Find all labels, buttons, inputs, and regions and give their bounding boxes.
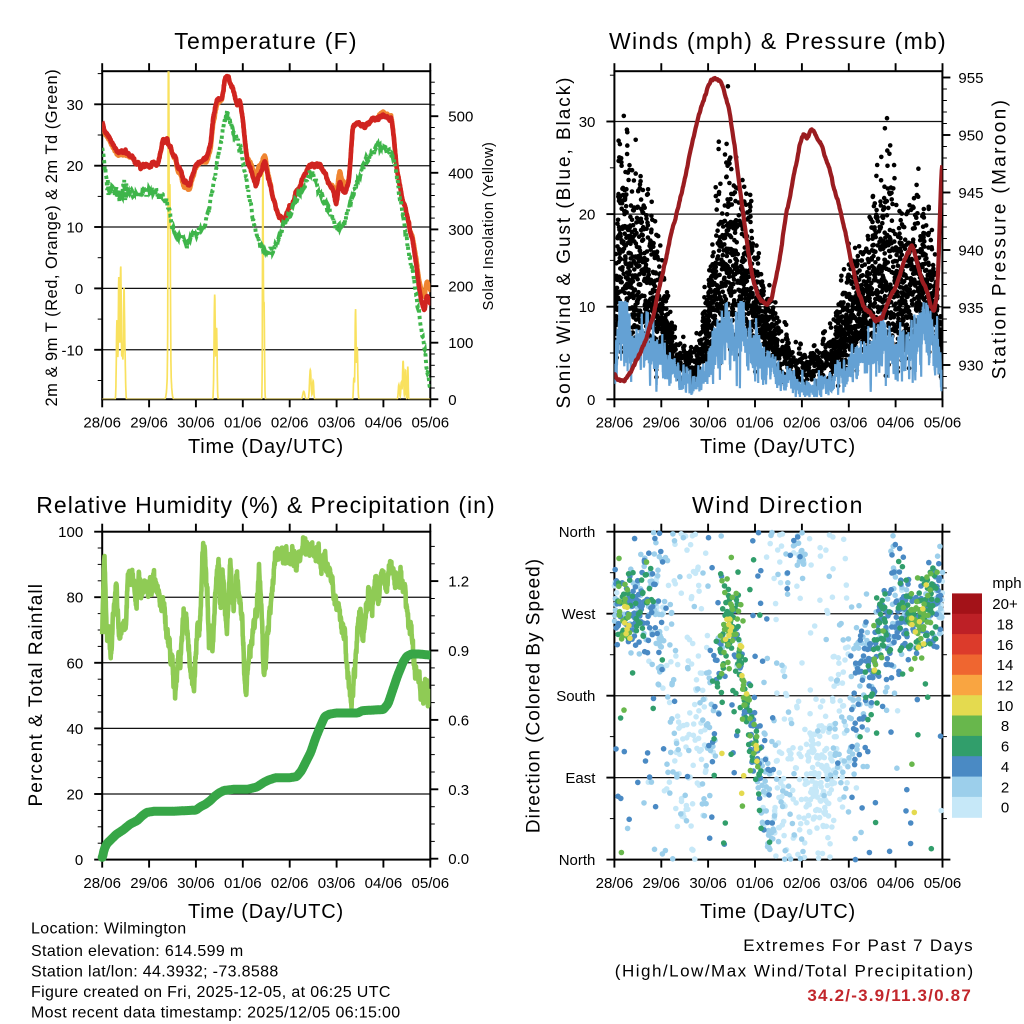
svg-text:40: 40 <box>67 721 84 738</box>
svg-text:Time (Day/UTC): Time (Day/UTC) <box>188 901 344 923</box>
svg-text:Time (Day/UTC): Time (Day/UTC) <box>188 436 344 458</box>
svg-text:29/06: 29/06 <box>130 875 168 892</box>
svg-text:935: 935 <box>958 300 983 317</box>
svg-text:South: South <box>556 688 595 705</box>
svg-text:04/06: 04/06 <box>365 415 403 432</box>
svg-text:03/06: 03/06 <box>318 875 356 892</box>
svg-text:945: 945 <box>958 185 983 202</box>
svg-text:East: East <box>565 770 596 787</box>
svg-text:03/06: 03/06 <box>830 415 868 432</box>
svg-text:0.6: 0.6 <box>448 712 469 729</box>
svg-text:940: 940 <box>958 243 983 260</box>
svg-text:29/06: 29/06 <box>130 415 168 432</box>
svg-text:Time (Day/UTC): Time (Day/UTC) <box>700 436 856 458</box>
svg-text:02/06: 02/06 <box>783 875 821 892</box>
svg-text:20: 20 <box>67 787 84 804</box>
svg-text:30: 30 <box>67 97 84 114</box>
svg-text:0: 0 <box>75 281 83 298</box>
svg-text:30/06: 30/06 <box>689 415 727 432</box>
svg-text:500: 500 <box>448 109 473 126</box>
svg-text:North: North <box>559 852 596 869</box>
svg-text:0: 0 <box>75 852 83 869</box>
svg-text:955: 955 <box>958 70 983 87</box>
svg-text:30: 30 <box>579 114 596 131</box>
svg-text:400: 400 <box>448 165 473 182</box>
svg-text:05/06: 05/06 <box>924 415 962 432</box>
svg-text:0: 0 <box>448 392 456 409</box>
svg-text:30/06: 30/06 <box>177 875 215 892</box>
svg-text:Figure created on Fri, 2025-12: Figure created on Fri, 2025-12-05, at 06… <box>31 984 391 1001</box>
svg-text:Temperature (F): Temperature (F) <box>174 28 358 54</box>
svg-text:930: 930 <box>958 358 983 375</box>
svg-text:Location: Wilmington: Location: Wilmington <box>31 920 187 937</box>
svg-text:04/06: 04/06 <box>877 875 915 892</box>
svg-text:01/06: 01/06 <box>224 415 262 432</box>
svg-text:Station lat/lon: 44.3932; -73.: Station lat/lon: 44.3932; -73.8588 <box>31 963 279 980</box>
svg-text:Winds (mph) & Pressure (mb): Winds (mph) & Pressure (mb) <box>609 28 947 54</box>
svg-text:03/06: 03/06 <box>318 415 356 432</box>
svg-text:Relative Humidity (%) & Precip: Relative Humidity (%) & Precipitation (i… <box>36 492 496 518</box>
svg-text:28/06: 28/06 <box>596 415 634 432</box>
svg-text:20: 20 <box>579 207 596 224</box>
svg-text:02/06: 02/06 <box>271 875 309 892</box>
svg-text:01/06: 01/06 <box>736 415 774 432</box>
svg-text:04/06: 04/06 <box>877 415 915 432</box>
svg-text:28/06: 28/06 <box>596 875 634 892</box>
svg-text:29/06: 29/06 <box>642 415 680 432</box>
svg-text:10: 10 <box>579 299 596 316</box>
svg-text:100: 100 <box>448 335 473 352</box>
svg-text:05/06: 05/06 <box>924 875 962 892</box>
svg-text:28/06: 28/06 <box>83 875 121 892</box>
svg-text:100: 100 <box>58 524 83 541</box>
svg-text:Percent & Total Rainfall: Percent & Total Rainfall <box>26 583 47 807</box>
svg-text:Solar Insolation (Yellow): Solar Insolation (Yellow) <box>481 142 497 311</box>
svg-text:-10: -10 <box>62 342 84 359</box>
svg-text:1.2: 1.2 <box>448 574 469 591</box>
svg-text:80: 80 <box>67 590 84 607</box>
svg-text:20: 20 <box>67 158 84 175</box>
svg-text:0.3: 0.3 <box>448 782 469 799</box>
svg-text:200: 200 <box>448 279 473 296</box>
svg-text:05/06: 05/06 <box>412 415 450 432</box>
svg-text:01/06: 01/06 <box>736 875 774 892</box>
svg-text:30/06: 30/06 <box>177 415 215 432</box>
svg-text:300: 300 <box>448 222 473 239</box>
svg-text:28/06: 28/06 <box>83 415 121 432</box>
svg-text:30/06: 30/06 <box>689 875 727 892</box>
svg-text:0: 0 <box>587 392 595 409</box>
svg-text:950: 950 <box>958 128 983 145</box>
svg-text:2m & 9m T (Red, Orange) & 2m T: 2m & 9m T (Red, Orange) & 2m Td (Green) <box>43 69 61 407</box>
svg-text:West: West <box>561 606 596 623</box>
svg-text:Station elevation: 614.599 m: Station elevation: 614.599 m <box>31 943 244 960</box>
svg-text:Time (Day/UTC): Time (Day/UTC) <box>700 901 856 923</box>
svg-text:29/06: 29/06 <box>642 875 680 892</box>
svg-text:North: North <box>559 524 596 541</box>
svg-text:Direction (Colored By Speed): Direction (Colored By Speed) <box>524 558 545 833</box>
svg-text:0.0: 0.0 <box>448 851 469 868</box>
svg-text:Station Pressure (Maroon): Station Pressure (Maroon) <box>990 98 1011 380</box>
svg-text:04/06: 04/06 <box>365 875 403 892</box>
svg-text:Most recent data timestamp: 20: Most recent data timestamp: 2025/12/05 0… <box>31 1005 401 1022</box>
svg-text:02/06: 02/06 <box>271 415 309 432</box>
svg-text:0.9: 0.9 <box>448 643 469 660</box>
svg-text:60: 60 <box>67 655 84 672</box>
svg-text:03/06: 03/06 <box>830 875 868 892</box>
svg-text:10: 10 <box>67 220 84 237</box>
svg-text:01/06: 01/06 <box>224 875 262 892</box>
svg-text:02/06: 02/06 <box>783 415 821 432</box>
svg-text:Wind Direction: Wind Direction <box>692 492 864 518</box>
svg-text:05/06: 05/06 <box>412 875 450 892</box>
svg-text:Sonic Wind & Gust (Blue, Black: Sonic Wind & Gust (Blue, Black) <box>554 76 575 409</box>
